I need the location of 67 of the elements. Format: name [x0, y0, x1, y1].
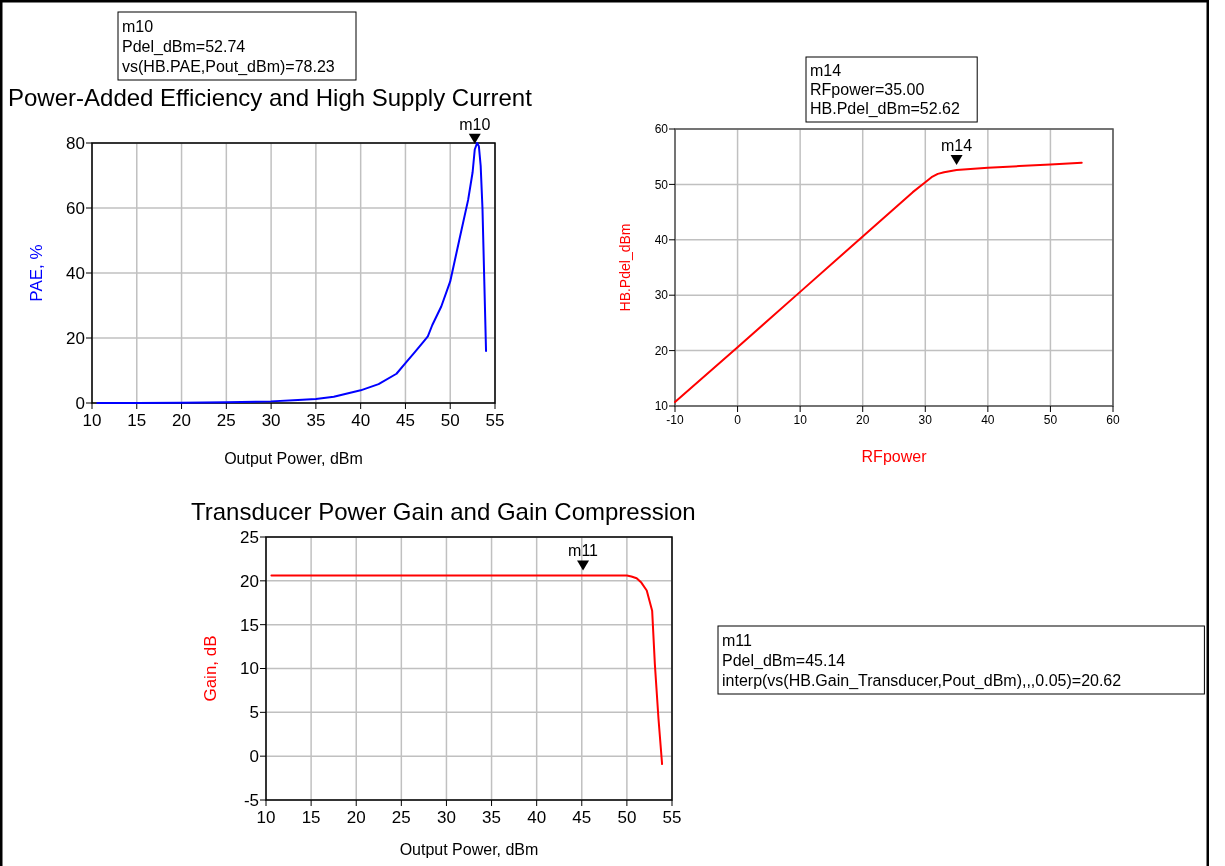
text: interp(vs(HB.Gain_Transducer,Pout_dBm),,,0.05)=20.62	[722, 672, 1122, 690]
text: vs(HB.PAE,Pout_dBm)=78.23	[122, 58, 335, 76]
y-tick-label: 60	[654, 122, 669, 137]
y-tick-label: 20	[66, 328, 85, 348]
text: HB.Pdel_dBm=52.62	[810, 100, 960, 118]
x-tick-label: 45	[572, 808, 592, 827]
x-tick-label: 30	[918, 413, 933, 427]
x-tick-label: -10	[666, 413, 684, 427]
chart-title: Transducer Power Gain and Gain Compression	[191, 498, 696, 525]
y-tick-label: 60	[66, 198, 85, 218]
y-axis-title: Gain, dB	[201, 635, 220, 702]
x-tick-label: 30	[261, 411, 281, 430]
chart-title: Power-Added Efficiency and High Supply Current	[8, 84, 533, 111]
y-tick-label: -5	[243, 790, 259, 810]
x-tick-label: 60	[1106, 413, 1120, 427]
y-tick-label: 40	[654, 233, 669, 247]
text: Pdel_dBm=45.14	[722, 652, 846, 670]
y-tick-label: 5	[249, 703, 259, 723]
y-tick-label: 0	[249, 747, 259, 767]
x-tick-label: 10	[82, 411, 102, 430]
x-tick-label: 20	[346, 808, 366, 827]
text: m14	[810, 62, 842, 79]
x-tick-label: 45	[395, 411, 415, 430]
x-tick-label: 25	[391, 808, 411, 827]
x-tick-label: 25	[216, 411, 236, 430]
x-tick-label: 20	[172, 411, 192, 430]
y-tick-label: 50	[654, 177, 669, 192]
y-tick-label: 20	[240, 571, 259, 591]
x-tick-label: 55	[485, 411, 505, 430]
x-tick-label: 50	[617, 808, 637, 827]
x-tick-label: 30	[436, 808, 456, 827]
x-axis-title: Output Power, dBm	[224, 450, 363, 467]
text: RFpower=35.00	[810, 81, 925, 98]
y-tick-label: 30	[654, 288, 669, 303]
y-axis-title: PAE, %	[27, 244, 46, 302]
x-tick-label: 15	[301, 808, 321, 827]
y-tick-label: 15	[240, 615, 259, 635]
x-tick-label: 50	[1043, 413, 1058, 427]
line-series	[270, 574, 664, 766]
y-tick-label: 40	[66, 263, 85, 283]
text: m11	[722, 632, 753, 649]
annotation: m10	[459, 115, 491, 133]
x-tick-label: 40	[527, 808, 547, 827]
line-series	[674, 161, 1083, 404]
x-tick-label: 20	[856, 413, 870, 427]
y-tick-label: 80	[66, 133, 85, 153]
y-tick-label: 25	[240, 527, 259, 547]
y-axis-title: HB.Pdel_dBm	[617, 223, 633, 312]
y-tick-label: 20	[654, 343, 669, 358]
x-tick-label: 10	[793, 413, 808, 427]
x-axis-title: RFpower	[861, 448, 928, 465]
y-tick-label: 0	[75, 393, 85, 413]
x-tick-label: 55	[662, 808, 682, 827]
y-tick-label: 10	[654, 399, 669, 414]
annotation: m14	[941, 136, 973, 154]
x-tick-label: 40	[981, 413, 995, 427]
x-tick-label: 35	[306, 411, 326, 430]
x-tick-label: 15	[127, 411, 147, 430]
x-tick-label: 50	[440, 411, 460, 430]
x-tick-label: 40	[351, 411, 371, 430]
x-tick-label: 35	[482, 808, 502, 827]
annotation: m11	[568, 542, 599, 560]
text: m10	[122, 18, 154, 35]
y-tick-label: 10	[240, 659, 259, 679]
x-axis-title: Output Power, dBm	[399, 841, 539, 858]
x-tick-label: 0	[734, 413, 742, 427]
text: Pdel_dBm=52.74	[122, 38, 246, 56]
